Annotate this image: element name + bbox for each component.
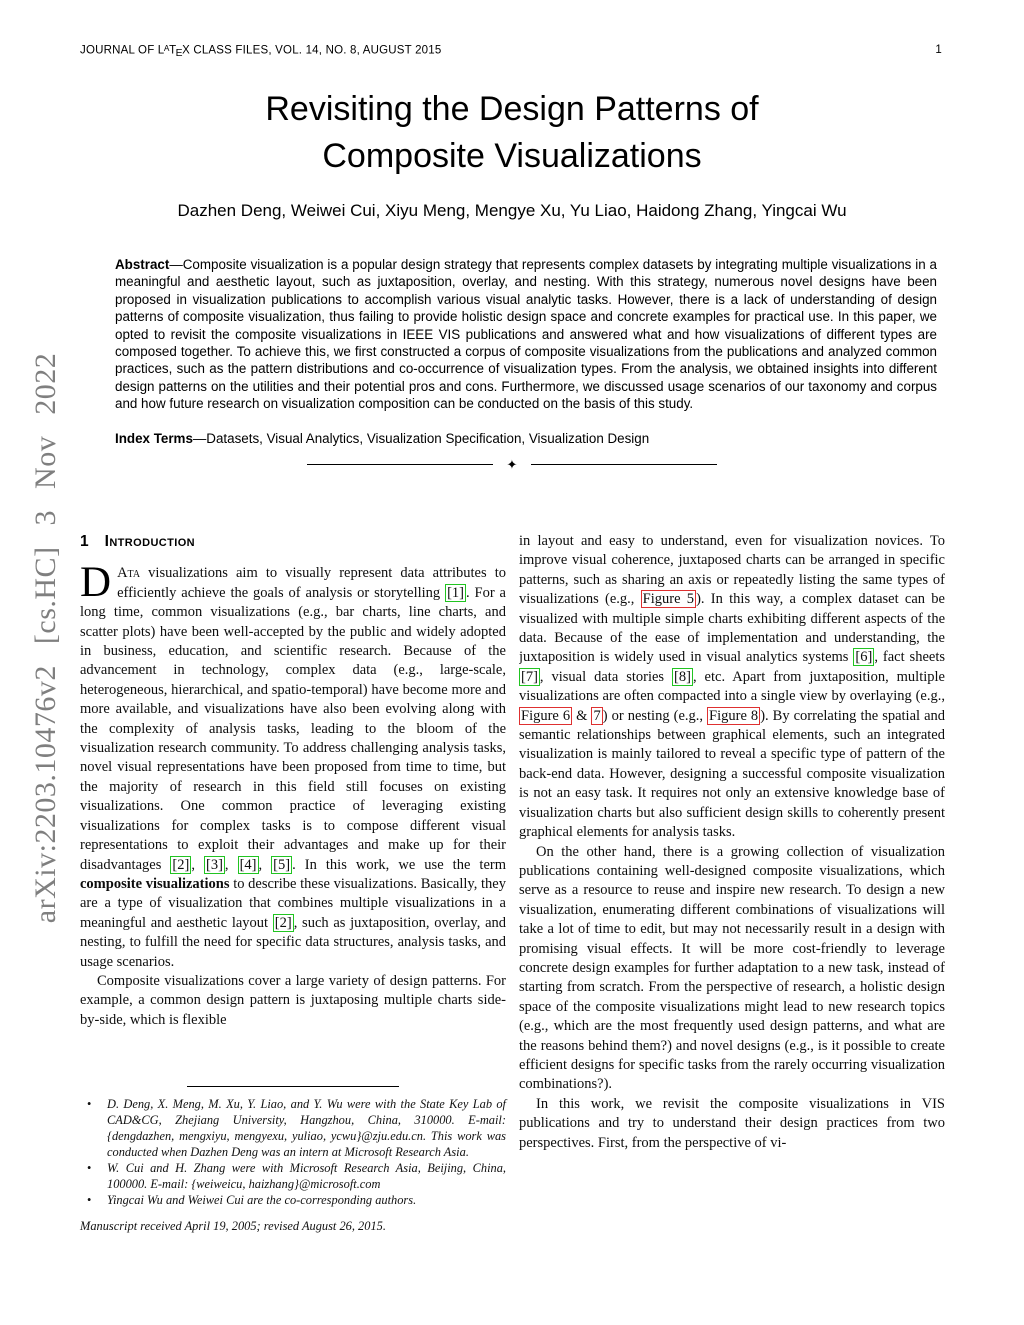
citation-link[interactable]: [5] [271, 855, 293, 874]
citation-link[interactable]: [8] [672, 667, 693, 686]
footnote-list: • D. Deng, X. Meng, M. Xu, Y. Liao, and Y… [80, 1096, 506, 1208]
figure-link[interactable]: Figure 8 [707, 706, 761, 725]
bullet-icon: • [87, 1161, 92, 1176]
running-header: JOURNAL OF LATEX CLASS FILES, VOL. 14, N… [80, 44, 942, 59]
index-terms-label: Index Terms [115, 431, 193, 446]
section-title: Introduction [104, 533, 196, 550]
abstract-text: —Composite visualization is a popular de… [115, 257, 937, 412]
section-divider: ✦ [0, 458, 1024, 471]
citation-link[interactable]: [4] [237, 855, 259, 874]
text-run: . For a long time, common visualizations… [80, 584, 506, 873]
right-column: in layout and easy to understand, even f… [519, 532, 945, 1249]
text-run: Ata [117, 565, 141, 582]
text-run: On the other hand, there is a growing co… [519, 843, 945, 1093]
figure-link[interactable]: 7 [591, 706, 603, 725]
text-run: . In this work, we use the term [292, 856, 506, 873]
text-run: ). In this way, a complex dataset can be… [519, 591, 945, 666]
page-number: 1 [935, 44, 942, 56]
text-run: in layout and easy to understand, even f… [519, 533, 945, 608]
left-column-body: D Ata visualizations aim to visually repr… [80, 559, 506, 1030]
text-run: , fact sheets [874, 649, 945, 666]
text-run: , etc. Apart from juxtaposition, multipl… [519, 668, 945, 705]
bullet-icon: • [87, 1097, 92, 1112]
citation-link[interactable]: [2] [170, 855, 192, 874]
diamond-ornament-icon: ✦ [506, 457, 518, 472]
text-run: , [258, 856, 272, 873]
citation-link[interactable]: [2] [272, 913, 294, 932]
citation-link[interactable]: [7] [519, 667, 540, 686]
manuscript-note: Manuscript received April 19, 2005; revi… [80, 1219, 386, 1234]
right-column-body: in layout and easy to understand, even f… [519, 532, 945, 1153]
footnote-text: Yingcai Wu and Weiwei Cui are the co-cor… [107, 1193, 417, 1208]
authors-line: Dazhen Deng, Weiwei Cui, Xiyu Meng, Meng… [177, 201, 847, 220]
text-run: , [191, 856, 204, 873]
footnote-text: W. Cui and H. Zhang were with Microsoft … [107, 1161, 506, 1192]
footnotes: • D. Deng, X. Meng, M. Xu, Y. Liao, and Y… [80, 1086, 506, 1234]
text-run: In this work, we revisit the composite v… [519, 1095, 945, 1151]
abstract-label: Abstract [115, 257, 170, 272]
figure-link[interactable]: Figure 6 [519, 706, 573, 725]
figure-link[interactable]: Figure 5 [640, 590, 697, 609]
text-run: , visual data stories [539, 668, 673, 685]
footnote-rule [187, 1086, 399, 1088]
text-run: , such as juxtaposition, overlay, and ne… [80, 914, 506, 970]
paper-title: Revisiting the Design Patterns of Composi… [265, 90, 759, 175]
divider-rule-right [531, 463, 718, 466]
text-run: & [572, 707, 592, 724]
citation-link[interactable]: [1] [445, 583, 466, 602]
text-run: composite visualizations [80, 875, 230, 892]
bullet-icon: • [87, 1193, 92, 1208]
footnote-text: D. Deng, X. Meng, M. Xu, Y. Liao, and Y.… [107, 1097, 506, 1160]
latex-logo-a: A [163, 44, 170, 53]
paragraph: D Ata visualizations aim to visually repr… [80, 559, 506, 972]
index-terms: Index Terms—Datasets, Visual Analytics, … [115, 430, 937, 447]
footnote-item: • W. Cui and H. Zhang were with Microsoft… [80, 1160, 506, 1192]
citation-link[interactable]: [3] [203, 855, 225, 874]
text-run: , [224, 856, 238, 873]
text-run: Composite visualizations cover a large v… [80, 972, 506, 1028]
text-run: ). By correlating the spatial and semant… [519, 707, 945, 841]
left-column: 1 Introduction D Ata visualizations aim to… [80, 532, 506, 1089]
section-heading: 1 Introduction [80, 532, 506, 551]
latex-logo-e: E [175, 47, 183, 59]
paragraph: in layout and easy to understand, even f… [519, 532, 945, 843]
paragraph: In this work, we revisit the composite v… [519, 1095, 945, 1153]
divider-rule-left [306, 463, 493, 466]
journal-header: JOURNAL OF LATEX CLASS FILES, VOL. 14, N… [80, 44, 442, 59]
dropcap: D [80, 559, 112, 607]
paragraph: On the other hand, there is a growing co… [519, 843, 945, 1095]
index-terms-text: —Datasets, Visual Analytics, Visualizati… [192, 431, 650, 446]
paragraph: Composite visualizations cover a large v… [80, 972, 506, 1030]
text-run: visualizations aim to visually represent… [117, 565, 506, 601]
text-run: to describe these visualizations. Basica… [80, 875, 506, 931]
footnote-item: • Yingcai Wu and Weiwei Cui are the co-co… [80, 1192, 506, 1208]
text-run: ) or nesting (e.g., [602, 707, 708, 724]
arxiv-watermark: arXiv:2203.10476v2 [cs.HC] 3 Nov 2022 [29, 352, 62, 924]
section-number: 1 [80, 533, 89, 550]
footnote-item: • D. Deng, X. Meng, M. Xu, Y. Liao, and Y… [80, 1096, 506, 1160]
abstract: Abstract—Composite visualization is a po… [115, 256, 937, 413]
citation-link[interactable]: [6] [853, 648, 875, 667]
